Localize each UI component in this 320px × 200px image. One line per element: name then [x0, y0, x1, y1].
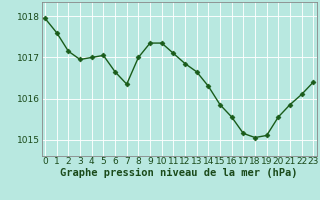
- X-axis label: Graphe pression niveau de la mer (hPa): Graphe pression niveau de la mer (hPa): [60, 168, 298, 178]
